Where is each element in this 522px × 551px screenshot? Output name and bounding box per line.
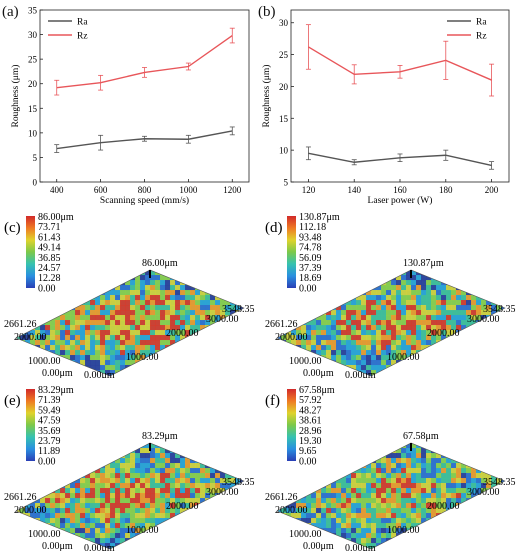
x-tick-label: 140 bbox=[347, 185, 361, 195]
legend-label: Rz bbox=[476, 32, 487, 42]
y-axis-zero-label: 0.00μm bbox=[303, 368, 334, 378]
y-axis-max-label: 2661.26 bbox=[265, 319, 298, 330]
peak-label: 67.58μm bbox=[403, 431, 439, 442]
x-tick-label: 180 bbox=[439, 185, 453, 195]
color-scale-bar bbox=[287, 216, 296, 288]
y-tick-label: 25 bbox=[28, 55, 38, 65]
surface-panel-d: (d)130.87μm112.1893.4874.7856.0937.3918.… bbox=[261, 210, 522, 378]
y-axis-zero-label: 0.00μm bbox=[42, 368, 73, 378]
x-axis-tick-label: 2000.00 bbox=[427, 501, 460, 512]
x-axis-tick-label: 3000.00 bbox=[206, 487, 239, 498]
x-tick-label: 1000 bbox=[179, 185, 198, 195]
y-tick-label: 30 bbox=[28, 30, 38, 40]
panel-label: (e) bbox=[4, 393, 21, 409]
x-axis-tick-label: 1000.00 bbox=[126, 525, 159, 536]
x-tick-label: 160 bbox=[393, 185, 407, 195]
legend-label: Ra bbox=[476, 18, 487, 28]
x-axis-tick-label: 3000.00 bbox=[467, 314, 500, 325]
series-line-rz bbox=[57, 36, 233, 88]
x-axis-tick-label: 2000.00 bbox=[166, 501, 199, 512]
y-axis-tick-label: 1000.00 bbox=[28, 356, 61, 367]
plot-frame bbox=[40, 10, 249, 182]
legend-label: Ra bbox=[77, 18, 88, 28]
x-axis-tick-label: 2000.00 bbox=[427, 328, 460, 339]
x-axis-zero-label: 0.00μm bbox=[84, 370, 115, 378]
y-tick-label: 35 bbox=[28, 6, 38, 16]
surface-panel-f: (f)67.58μm57.9248.2738.6128.9619.309.650… bbox=[261, 383, 522, 551]
scale-label: 0.00 bbox=[299, 456, 317, 467]
surface-panel-e: (e)83.29μm71.3959.4947.5935.6923.7911.89… bbox=[0, 383, 261, 551]
x-axis-tick-label: 1000.00 bbox=[387, 525, 420, 536]
y-tick-label: 0 bbox=[33, 178, 38, 188]
x-tick-label: 120 bbox=[302, 185, 316, 195]
y-axis-tick-label: 1000.00 bbox=[28, 529, 61, 540]
scale-label: 0.00 bbox=[299, 283, 317, 294]
y-axis-tick-label: 2000.00 bbox=[14, 505, 47, 516]
legend-label: Rz bbox=[77, 32, 88, 42]
x-axis-tick-label: 1000.00 bbox=[387, 352, 420, 363]
y-tick-label: 15 bbox=[279, 114, 289, 124]
scale-label: 0.00 bbox=[38, 283, 56, 294]
x-axis-tick-label: 1000.00 bbox=[126, 352, 159, 363]
x-tick-label: 1200 bbox=[223, 185, 242, 195]
x-axis-max-label: 3548.35 bbox=[222, 304, 255, 315]
y-axis-tick-label: 1000.00 bbox=[289, 356, 322, 367]
y-tick-label: 30 bbox=[279, 18, 289, 28]
x-axis-tick-label: 2000.00 bbox=[166, 328, 199, 339]
peak-label: 86.00μm bbox=[142, 258, 178, 269]
color-scale-bar bbox=[26, 389, 35, 461]
y-tick-label: 10 bbox=[279, 146, 289, 156]
y-axis-tick-label: 2000.00 bbox=[275, 332, 308, 343]
x-tick-label: 400 bbox=[50, 185, 64, 195]
y-axis-max-label: 2661.26 bbox=[265, 492, 298, 503]
x-tick-label: 800 bbox=[138, 185, 152, 195]
chart-a-scanning-speed: 0 5 10 15 20 25 30 35 400 600 800 1000 1200 Scanning … bbox=[0, 0, 261, 205]
chart-b-laser-power: 5 10 15 20 25 30 120 140 160 180 200 Laser power (W… bbox=[261, 0, 522, 205]
x-tick-label: 200 bbox=[485, 185, 499, 195]
panel-label: (c) bbox=[4, 220, 21, 236]
y-tick-label: 10 bbox=[28, 128, 38, 138]
surface-panel-c: (c)86.00μm73.7161.4349.1436.8524.5712.28… bbox=[0, 210, 261, 378]
x-axis-label: Scanning speed (mm/s) bbox=[100, 195, 189, 205]
x-axis-max-label: 3548.35 bbox=[483, 304, 516, 315]
y-tick-label: 20 bbox=[28, 79, 38, 89]
panel-label: (f) bbox=[265, 393, 280, 409]
y-axis-tick-label: 2000.00 bbox=[14, 332, 47, 343]
x-axis-tick-label: 3000.00 bbox=[467, 487, 500, 498]
y-tick-label: 25 bbox=[279, 50, 289, 60]
x-axis-max-label: 3548.35 bbox=[483, 477, 516, 488]
x-axis-label: Laser power (W) bbox=[368, 195, 433, 205]
peak-label: 83.29μm bbox=[142, 431, 178, 442]
color-scale-bar bbox=[26, 216, 35, 288]
y-axis-tick-label: 1000.00 bbox=[289, 529, 322, 540]
x-axis-zero-label: 0.00μm bbox=[345, 370, 376, 378]
y-tick-label: 15 bbox=[28, 104, 38, 114]
y-axis-tick-label: 2000.00 bbox=[275, 505, 308, 516]
y-axis-max-label: 2661.26 bbox=[4, 492, 37, 503]
panel-label: (d) bbox=[265, 220, 283, 236]
y-axis-max-label: 2661.26 bbox=[4, 319, 37, 330]
y-axis-label: Roughness (μm) bbox=[261, 65, 272, 128]
color-scale-bar bbox=[287, 389, 296, 461]
y-axis-label: Roughness (μm) bbox=[10, 65, 21, 128]
scale-label: 0.00 bbox=[38, 456, 56, 467]
y-tick-label: 20 bbox=[279, 82, 289, 92]
x-axis-max-label: 3548.35 bbox=[222, 477, 255, 488]
peak-label: 130.87μm bbox=[403, 258, 444, 269]
x-axis-tick-label: 3000.00 bbox=[206, 314, 239, 325]
x-tick-label: 600 bbox=[94, 185, 108, 195]
y-tick-label: 5 bbox=[33, 153, 38, 163]
y-tick-label: 5 bbox=[284, 178, 289, 188]
